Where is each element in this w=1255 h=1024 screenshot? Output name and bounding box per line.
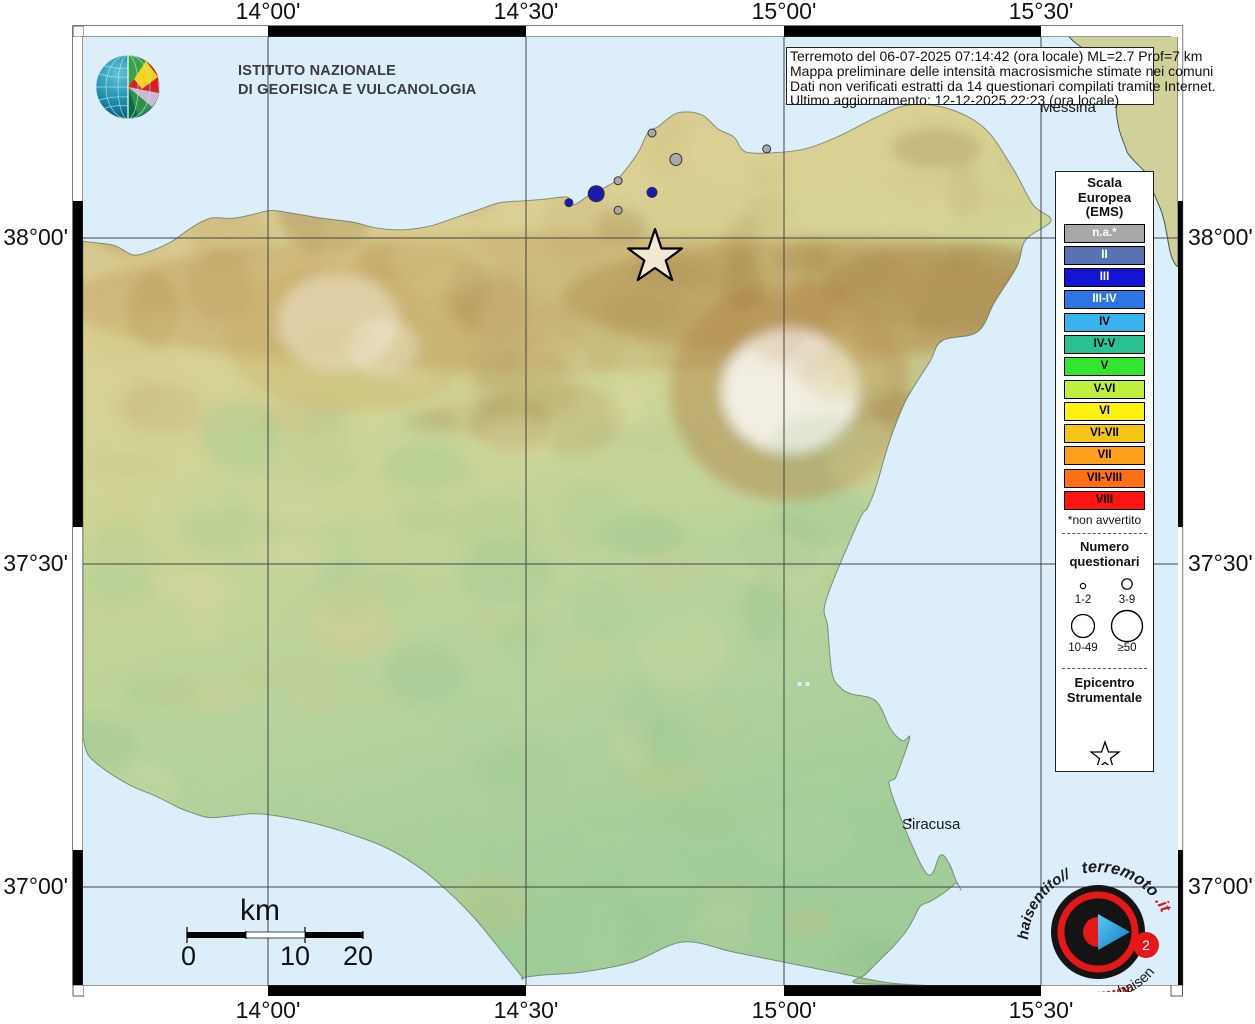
svg-text:15°30': 15°30' <box>1009 0 1074 24</box>
svg-text:10: 10 <box>280 941 310 971</box>
svg-text:38°00': 38°00' <box>3 224 68 250</box>
svg-text:14°00': 14°00' <box>236 997 301 1023</box>
svg-text:14°30': 14°30' <box>494 997 559 1023</box>
svg-text:≥50: ≥50 <box>1117 642 1136 654</box>
svg-text:20: 20 <box>343 941 373 971</box>
svg-text:2: 2 <box>1142 937 1150 953</box>
svg-text:15°00': 15°00' <box>752 997 817 1023</box>
svg-text:15°00': 15°00' <box>752 0 817 24</box>
svg-text:37°00': 37°00' <box>1188 873 1253 899</box>
svg-text:14°00': 14°00' <box>236 0 301 24</box>
svg-text:10-49: 10-49 <box>1068 642 1097 654</box>
svg-text:Siracusa: Siracusa <box>902 816 961 833</box>
svg-text:3-9: 3-9 <box>1119 594 1136 606</box>
svg-text:0: 0 <box>181 941 196 971</box>
svg-text:14°30': 14°30' <box>494 0 559 24</box>
svg-text:37°30': 37°30' <box>1188 550 1253 576</box>
svg-text:1-2: 1-2 <box>1075 594 1092 606</box>
svg-text:38°00': 38°00' <box>1188 224 1253 250</box>
svg-text:.it: .it <box>1151 894 1173 916</box>
svg-text:37°30': 37°30' <box>3 550 68 576</box>
svg-text:15°30': 15°30' <box>1009 997 1074 1023</box>
svg-text:37°00': 37°00' <box>3 873 68 899</box>
svg-text:km: km <box>240 894 280 927</box>
